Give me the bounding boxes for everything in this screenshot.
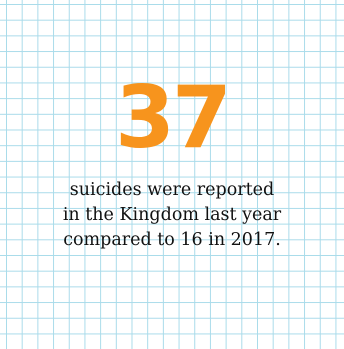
caption-line-1: suicides were reported (69, 180, 275, 200)
caption-line-2: in the Kingdom last year (62, 205, 282, 225)
caption-line-3: compared to 16 in 2017. (63, 230, 281, 250)
stat-number: 37 (115, 68, 232, 168)
stat-caption: suicides were reported in the Kingdom la… (0, 178, 344, 253)
